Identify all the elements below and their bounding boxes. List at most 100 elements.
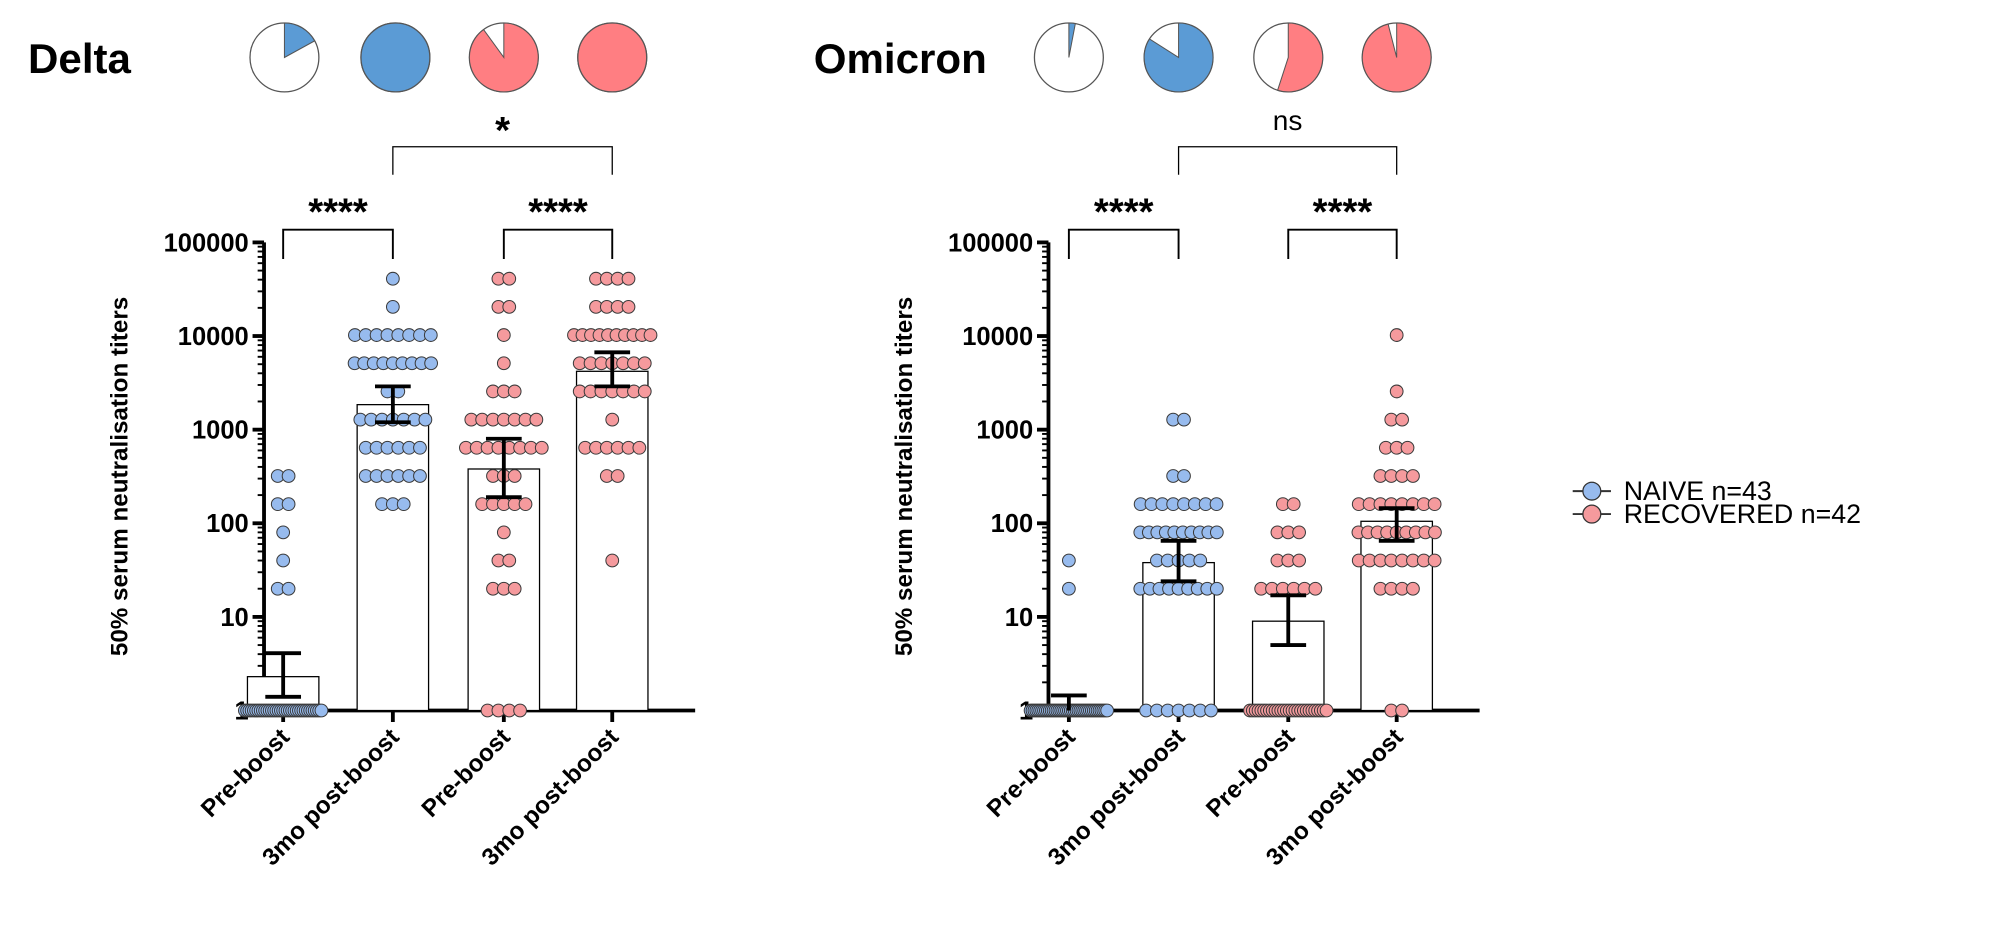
y-tick-label: 1000 bbox=[976, 417, 1033, 445]
x-tick-label: Pre-boost bbox=[1201, 724, 1300, 823]
data-point bbox=[610, 469, 625, 483]
significance-label: ns bbox=[1273, 105, 1303, 136]
legend-item-naive: NAIVE n=43 bbox=[1572, 476, 1772, 506]
data-point bbox=[413, 469, 427, 483]
data-point bbox=[1406, 469, 1420, 483]
data-point bbox=[637, 356, 652, 371]
legend: NAIVE n=43 RECOVERED n=42 bbox=[1572, 476, 1861, 529]
data-point bbox=[1209, 497, 1224, 512]
significance-label: **** bbox=[308, 191, 368, 234]
error-bar bbox=[1378, 506, 1415, 543]
error-bar bbox=[1160, 538, 1197, 584]
pie-slice bbox=[1361, 22, 1432, 93]
data-point bbox=[621, 271, 636, 286]
data-point bbox=[507, 384, 522, 399]
y-tick-label: 100000 bbox=[948, 229, 1033, 257]
error-bar bbox=[485, 436, 522, 500]
data-point bbox=[529, 412, 544, 427]
data-point bbox=[507, 581, 522, 596]
data-point bbox=[1177, 469, 1191, 483]
y-tick-label: 100 bbox=[206, 510, 249, 538]
significance-bracket bbox=[1067, 228, 1180, 259]
pie-slice bbox=[283, 22, 316, 59]
pie-chart bbox=[1361, 22, 1432, 93]
data-point bbox=[1308, 581, 1323, 596]
panel-title: Omicron bbox=[814, 35, 987, 82]
data-point bbox=[1395, 412, 1409, 427]
bar bbox=[356, 404, 430, 712]
data-point bbox=[1209, 525, 1224, 540]
y-axis-label: 50% serum neutralisation titers bbox=[891, 297, 918, 656]
legend-marker-naive bbox=[1582, 481, 1602, 501]
data-point bbox=[496, 525, 511, 540]
pie-slice bbox=[1276, 22, 1324, 93]
pie-slice bbox=[1143, 22, 1214, 93]
data-point bbox=[502, 553, 517, 568]
data-point bbox=[621, 299, 636, 314]
data-point bbox=[1389, 384, 1404, 399]
data-point bbox=[413, 440, 427, 455]
data-point bbox=[1061, 553, 1076, 568]
y-tick-label: 10000 bbox=[178, 323, 249, 351]
data-point bbox=[1193, 553, 1208, 568]
data-point bbox=[1395, 703, 1409, 718]
data-point bbox=[396, 497, 411, 512]
data-point bbox=[513, 703, 527, 718]
pie-slice bbox=[1068, 22, 1076, 58]
data-point bbox=[534, 440, 549, 455]
data-point bbox=[496, 356, 511, 371]
data-point bbox=[1428, 525, 1442, 540]
data-point bbox=[1286, 497, 1301, 512]
data-point bbox=[281, 581, 296, 596]
legend-marker-recovered bbox=[1582, 504, 1602, 524]
y-tick-label: 100 bbox=[991, 510, 1034, 538]
data-point bbox=[632, 440, 647, 455]
data-point bbox=[605, 412, 620, 427]
data-point bbox=[1427, 553, 1442, 568]
data-point bbox=[424, 356, 439, 371]
data-point bbox=[518, 497, 533, 512]
pie-slice bbox=[468, 22, 539, 93]
y-tick-label: 10 bbox=[220, 604, 248, 632]
y-axis-label: 50% serum neutralisation titers bbox=[107, 297, 134, 656]
data-point bbox=[643, 328, 658, 342]
data-point bbox=[1427, 497, 1442, 512]
data-point bbox=[1177, 412, 1191, 427]
data-point bbox=[1100, 703, 1115, 718]
data-point bbox=[507, 469, 522, 483]
data-point bbox=[385, 271, 400, 286]
data-point bbox=[1400, 440, 1415, 455]
data-point bbox=[1292, 525, 1306, 540]
bar bbox=[575, 370, 649, 712]
x-tick-label: Pre-boost bbox=[982, 724, 1081, 823]
pie-slice bbox=[577, 22, 648, 93]
x-tick-label: Pre-boost bbox=[196, 724, 295, 823]
y-tick-label: 100000 bbox=[164, 229, 249, 257]
error-bar bbox=[375, 384, 411, 425]
data-point bbox=[1061, 581, 1076, 596]
legend-label-naive: NAIVE n=43 bbox=[1624, 476, 1772, 506]
chart-panel-delta: Delta11010010001000010000050% serum neut… bbox=[28, 22, 696, 871]
significance-bracket bbox=[282, 228, 394, 259]
significance-label: **** bbox=[1094, 191, 1154, 234]
y-tick-label: 10000 bbox=[962, 323, 1033, 351]
data-point bbox=[276, 525, 291, 540]
data-point bbox=[276, 553, 291, 568]
data-point bbox=[1389, 328, 1404, 342]
data-point bbox=[314, 703, 329, 718]
significance-bracket bbox=[502, 228, 614, 259]
data-point bbox=[423, 328, 438, 342]
significance-label: * bbox=[495, 109, 510, 152]
x-tick-label: Pre-boost bbox=[417, 724, 516, 823]
pie-chart bbox=[468, 22, 539, 93]
panel-title: Delta bbox=[28, 35, 131, 82]
data-point bbox=[1406, 581, 1420, 596]
data-point bbox=[1292, 553, 1306, 568]
error-bar bbox=[1270, 593, 1307, 647]
bar bbox=[1360, 520, 1434, 712]
data-point bbox=[496, 328, 511, 342]
pie-chart bbox=[249, 22, 320, 93]
error-bar bbox=[594, 350, 631, 389]
error-bar bbox=[1051, 693, 1087, 711]
